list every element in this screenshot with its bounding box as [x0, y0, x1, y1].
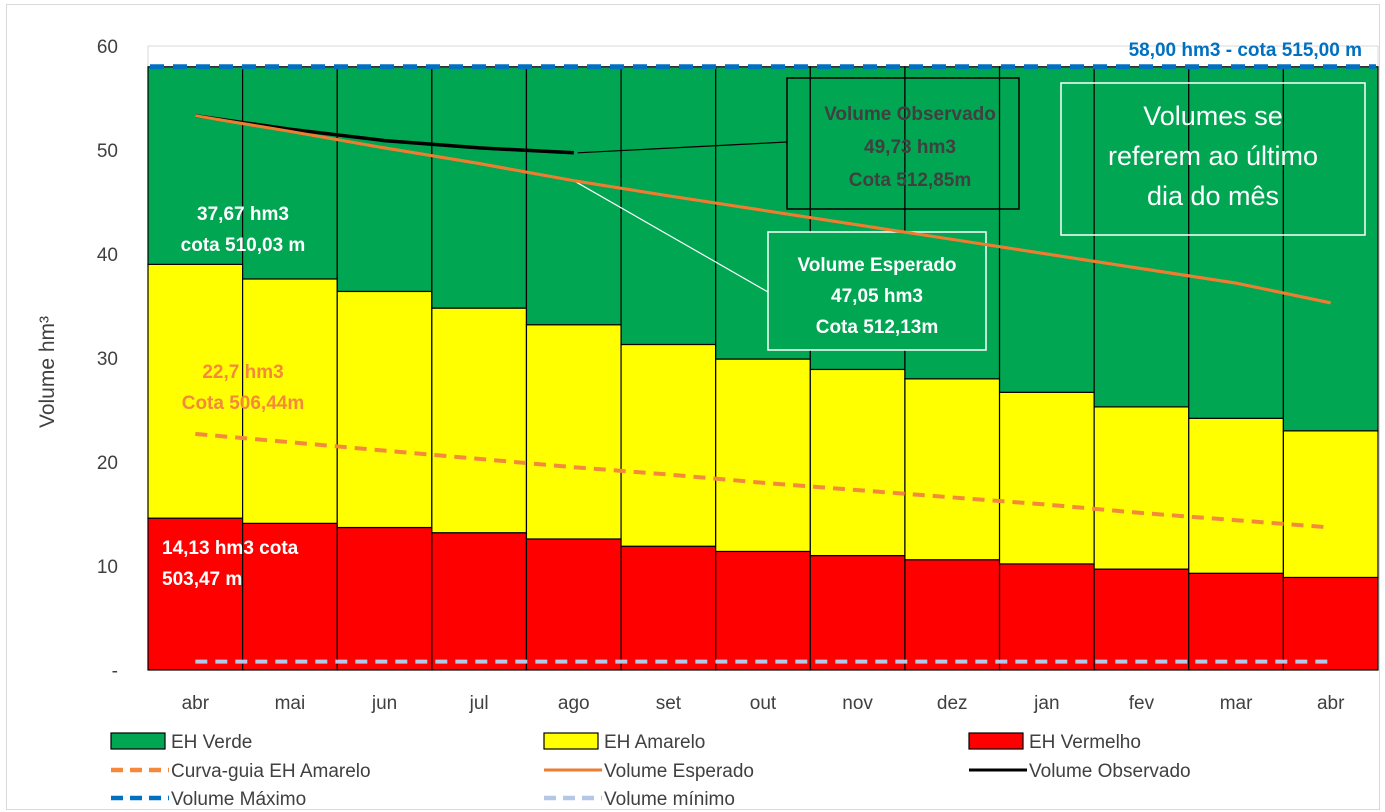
bar-eh-vermelho	[904, 559, 1001, 671]
bar-eh-vermelho	[620, 545, 717, 671]
bar-eh-vermelho	[809, 554, 906, 671]
legend-swatch	[110, 732, 166, 750]
x-tick-label: nov	[842, 693, 873, 714]
bar-eh-amarelo	[1282, 430, 1379, 579]
bar-eh-amarelo	[715, 358, 811, 553]
y-tick-label: 30	[97, 349, 118, 370]
bar-eh-amarelo	[1188, 417, 1284, 574]
x-tick-label: set	[656, 693, 682, 714]
note-box-text: referem ao último	[1108, 141, 1318, 171]
legend-label: EH Amarelo	[604, 732, 705, 753]
bar-eh-verde	[1282, 66, 1379, 432]
legend-label: EH Verde	[171, 732, 252, 753]
chart-frame	[6, 4, 1380, 810]
bar-eh-amarelo	[431, 307, 528, 534]
bar-eh-vermelho	[998, 563, 1095, 671]
bar-eh-amarelo	[525, 324, 622, 540]
esperado-box-text: Cota 512,13m	[816, 317, 939, 338]
bar-eh-verde	[147, 66, 244, 266]
x-tick-label: fev	[1129, 693, 1155, 714]
note-box	[1060, 82, 1366, 236]
bar-eh-verde	[242, 66, 338, 280]
legend-label: Volume mínimo	[604, 789, 735, 810]
bar-eh-verde	[1188, 66, 1284, 419]
x-tick-label: ago	[558, 693, 590, 714]
observado-box	[786, 77, 1020, 210]
bar-eh-amarelo	[904, 378, 1001, 561]
bar-eh-verde	[431, 66, 528, 309]
bar-eh-verde	[336, 66, 433, 293]
max-volume-label: 58,00 hm3 - cota 515,00 m	[1129, 40, 1362, 61]
bar-eh-vermelho	[242, 522, 338, 671]
y-axis-title: Volume hm³	[36, 316, 59, 428]
bar-eh-amarelo	[336, 290, 433, 529]
x-tick-label: abr	[1317, 693, 1345, 714]
vermelho-label: 503,47 m	[162, 569, 242, 590]
observado-box-text: Cota 512,85m	[849, 170, 972, 191]
note-box-text: dia do mês	[1147, 181, 1279, 211]
bar-eh-amarelo	[1093, 406, 1190, 570]
y-tick-label: 10	[97, 557, 118, 578]
esperado-box-text: Volume Esperado	[797, 255, 956, 276]
bar-eh-vermelho	[525, 538, 622, 671]
x-tick-label: abr	[182, 693, 210, 714]
esperado-leader	[573, 180, 769, 293]
bar-eh-verde	[998, 66, 1095, 393]
observado-box-text: Volume Observado	[824, 104, 996, 125]
bar-eh-verde	[1093, 66, 1190, 408]
line-volume-esperado-overlay	[195, 114, 1332, 305]
observado-box-text: 49,73 hm3	[864, 137, 956, 158]
note-box-text: Volumes se	[1143, 101, 1283, 131]
esperado-box	[767, 231, 987, 351]
y-tick-label: 50	[97, 141, 118, 162]
legend-label: Volume Esperado	[604, 761, 754, 782]
x-tick-label: mai	[275, 693, 306, 714]
y-tick-label: 60	[97, 37, 118, 58]
legend-label: Curva-guia EH Amarelo	[171, 761, 371, 782]
legend-swatch	[968, 732, 1024, 750]
x-tick-label: jul	[469, 693, 489, 714]
verde-label: cota 510,03 m	[181, 235, 306, 256]
x-tick-label: jan	[1033, 693, 1059, 714]
legend-label: EH Vermelho	[1029, 732, 1141, 753]
y-tick-label: 20	[97, 453, 118, 474]
verde-label: 37,67 hm3	[197, 204, 289, 225]
bar-eh-verde	[620, 66, 717, 346]
legend-swatch	[543, 732, 599, 750]
bar-eh-vermelho	[431, 532, 528, 671]
bar-eh-amarelo	[809, 368, 906, 557]
bar-eh-verde	[525, 66, 622, 326]
x-tick-label: jun	[371, 693, 397, 714]
line-curva-guia	[195, 431, 1331, 530]
vermelho-label: 14,13 hm3 cota	[162, 538, 299, 559]
bar-eh-vermelho	[1188, 572, 1284, 671]
bar-eh-amarelo	[242, 278, 338, 524]
bar-eh-vermelho	[715, 550, 811, 671]
amarelo-label: 22,7 hm3	[202, 362, 283, 383]
bar-eh-vermelho	[1282, 576, 1379, 671]
bar-eh-vermelho	[1093, 568, 1190, 671]
x-tick-label: out	[750, 693, 777, 714]
bar-eh-amarelo	[620, 343, 717, 547]
bar-eh-vermelho	[147, 517, 244, 671]
bar-eh-vermelho	[336, 526, 433, 671]
bar-eh-amarelo	[998, 391, 1095, 565]
x-tick-label: mar	[1220, 693, 1253, 714]
amarelo-label: Cota 506,44m	[182, 393, 305, 414]
x-tick-label: dez	[937, 693, 968, 714]
legend-label: Volume Máximo	[171, 789, 306, 810]
legend-label: Volume Observado	[1029, 761, 1191, 782]
bar-eh-amarelo	[147, 263, 244, 519]
observado-leader	[577, 141, 788, 154]
esperado-box-text: 47,05 hm3	[831, 286, 923, 307]
y-tick-label: 40	[97, 245, 118, 266]
y-tick-label: -	[112, 661, 118, 682]
